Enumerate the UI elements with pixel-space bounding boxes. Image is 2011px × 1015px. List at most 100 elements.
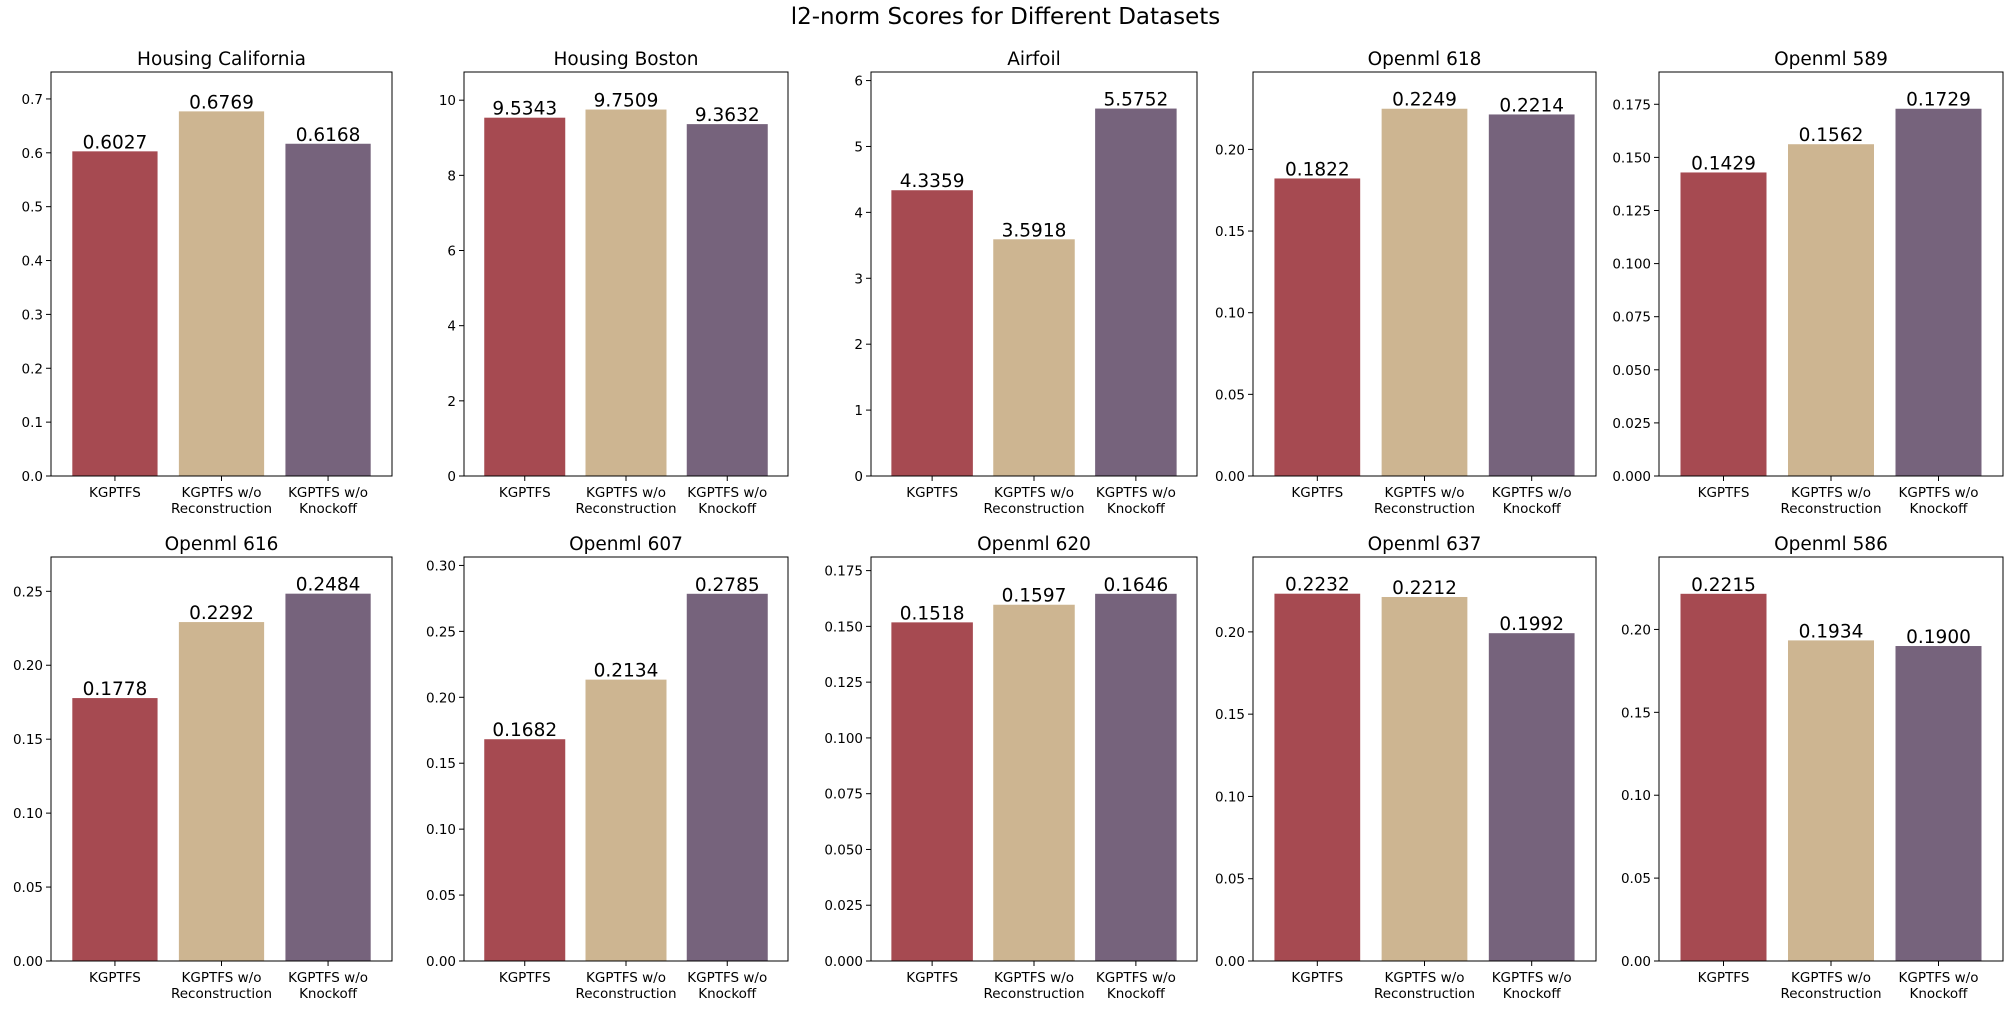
y-tick-label: 0.05	[13, 880, 43, 896]
panel-title: Housing California	[137, 49, 306, 70]
y-tick-label: 0.7	[22, 92, 43, 108]
y-tick-label: 0.05	[1215, 872, 1245, 888]
y-tick-label: 0.00	[426, 954, 456, 970]
bar-value-label: 9.7509	[594, 91, 659, 112]
y-tick-label: 0.05	[426, 888, 456, 904]
bar	[1788, 640, 1874, 961]
y-tick-label: 0.00	[13, 954, 43, 970]
x-tick-label: KGPTFS w/o Reconstruction	[1374, 485, 1475, 517]
y-tick-label: 0.25	[13, 584, 43, 600]
y-tick-label: 0.20	[1215, 625, 1245, 641]
y-tick-label: 0.125	[824, 675, 863, 691]
bar	[993, 604, 1075, 961]
bar-value-label: 0.2785	[695, 575, 760, 596]
y-tick-label: 0.10	[1621, 788, 1651, 804]
y-tick-label: 0.15	[426, 756, 456, 772]
y-tick-label: 0.20	[13, 658, 43, 674]
bar	[285, 593, 371, 961]
bar-value-label: 9.5343	[492, 99, 557, 120]
bar	[1895, 646, 1982, 961]
x-tick-label: KGPTFS w/o Knockoff	[1899, 485, 1979, 517]
bar	[484, 739, 566, 961]
bar-value-label: 0.1822	[1285, 159, 1350, 180]
y-tick-label: 0.10	[13, 806, 43, 822]
panel-title: Airfoil	[1007, 49, 1061, 70]
panel-title: Openml 607	[569, 534, 683, 555]
bar	[1788, 144, 1874, 476]
y-tick-label: 0.15	[1215, 707, 1245, 723]
bar-value-label: 0.1562	[1799, 125, 1864, 146]
bar	[585, 679, 667, 961]
x-tick-label: KGPTFS	[499, 970, 551, 986]
y-tick-label: 0.05	[1621, 871, 1651, 887]
panel-title: Openml 589	[1774, 49, 1888, 70]
bar-value-label: 0.1934	[1799, 621, 1864, 642]
y-tick-label: 1	[854, 403, 863, 419]
x-tick-label: KGPTFS w/o Knockoff	[288, 485, 368, 517]
y-tick-label: 0.000	[1612, 469, 1651, 485]
y-tick-label: 5	[854, 139, 863, 155]
x-tick-label: KGPTFS	[89, 485, 141, 501]
x-tick-label: KGPTFS	[1698, 485, 1750, 501]
chart-panel: Openml 589 0.1429 KGPTFS 0.1562 KGPTFS w/o Re…	[1612, 49, 2004, 517]
y-tick-label: 0.000	[824, 954, 863, 970]
y-tick-label: 0.00	[1215, 954, 1245, 970]
x-tick-label: KGPTFS w/o Reconstruction	[983, 970, 1084, 1002]
axes-frame	[870, 71, 1198, 477]
bar	[285, 143, 371, 476]
y-tick-label: 0	[854, 469, 863, 485]
bar-value-label: 0.1729	[1906, 90, 1971, 111]
axes-frame	[1252, 556, 1597, 962]
bar	[891, 622, 973, 961]
x-tick-label: KGPTFS w/o Reconstruction	[1780, 970, 1881, 1002]
y-tick-label: 0.175	[1612, 97, 1651, 113]
bar	[993, 239, 1075, 476]
y-tick-label: 0.100	[1612, 257, 1651, 273]
y-tick-label: 0.15	[13, 732, 43, 748]
x-tick-label: KGPTFS w/o Knockoff	[687, 970, 767, 1002]
y-tick-label: 4	[447, 319, 456, 335]
y-tick-label: 8	[447, 168, 456, 184]
bar-value-label: 0.6769	[189, 92, 254, 113]
y-tick-label: 0	[447, 469, 456, 485]
bar-value-label: 0.1900	[1906, 627, 1971, 648]
bar	[1095, 593, 1177, 961]
x-tick-label: KGPTFS w/o Knockoff	[1492, 485, 1572, 517]
bar	[686, 593, 768, 961]
x-tick-label: KGPTFS w/o Reconstruction	[171, 970, 272, 1002]
x-tick-label: KGPTFS w/o Reconstruction	[575, 485, 676, 517]
bar-value-label: 0.2134	[594, 661, 659, 682]
y-tick-label: 0.175	[824, 564, 863, 580]
bar-value-label: 4.3359	[900, 171, 965, 192]
y-tick-label: 0.1	[22, 415, 43, 431]
y-tick-label: 0.075	[1612, 310, 1651, 326]
x-tick-label: KGPTFS	[1291, 970, 1343, 986]
chart-panel: Openml 620 0.1518 KGPTFS 0.1597 KGPTFS w/o Re…	[824, 534, 1198, 1002]
bar-value-label: 0.1597	[1002, 586, 1067, 607]
bar	[178, 111, 265, 477]
y-tick-label: 0.075	[824, 787, 863, 803]
y-tick-label: 0.2	[22, 361, 43, 377]
y-tick-label: 0.3	[22, 307, 43, 323]
bar	[1274, 178, 1361, 476]
x-tick-label: KGPTFS w/o Knockoff	[1096, 485, 1176, 517]
y-tick-label: 0.30	[426, 558, 456, 574]
bar-value-label: 5.5752	[1104, 90, 1169, 111]
bar	[484, 117, 566, 476]
bar-value-label: 0.1646	[1104, 575, 1169, 596]
bar	[1895, 108, 1982, 476]
x-tick-label: KGPTFS w/o Reconstruction	[1374, 970, 1475, 1002]
bar-value-label: 0.1992	[1499, 614, 1564, 635]
bar	[1680, 593, 1767, 961]
y-tick-label: 0.150	[1612, 150, 1651, 166]
y-tick-label: 0.125	[1612, 203, 1651, 219]
axes-frame	[50, 556, 393, 962]
y-tick-label: 0.00	[1621, 954, 1651, 970]
y-tick-label: 0.15	[1621, 705, 1651, 721]
axes-frame	[463, 556, 789, 962]
bar	[1488, 633, 1575, 961]
axes-frame	[870, 556, 1198, 962]
chart-panel: Airfoil 4.3359 KGPTFS 3.5918 KGPTFS w/o Recon…	[854, 49, 1198, 517]
panel-title: Openml 616	[165, 534, 279, 555]
